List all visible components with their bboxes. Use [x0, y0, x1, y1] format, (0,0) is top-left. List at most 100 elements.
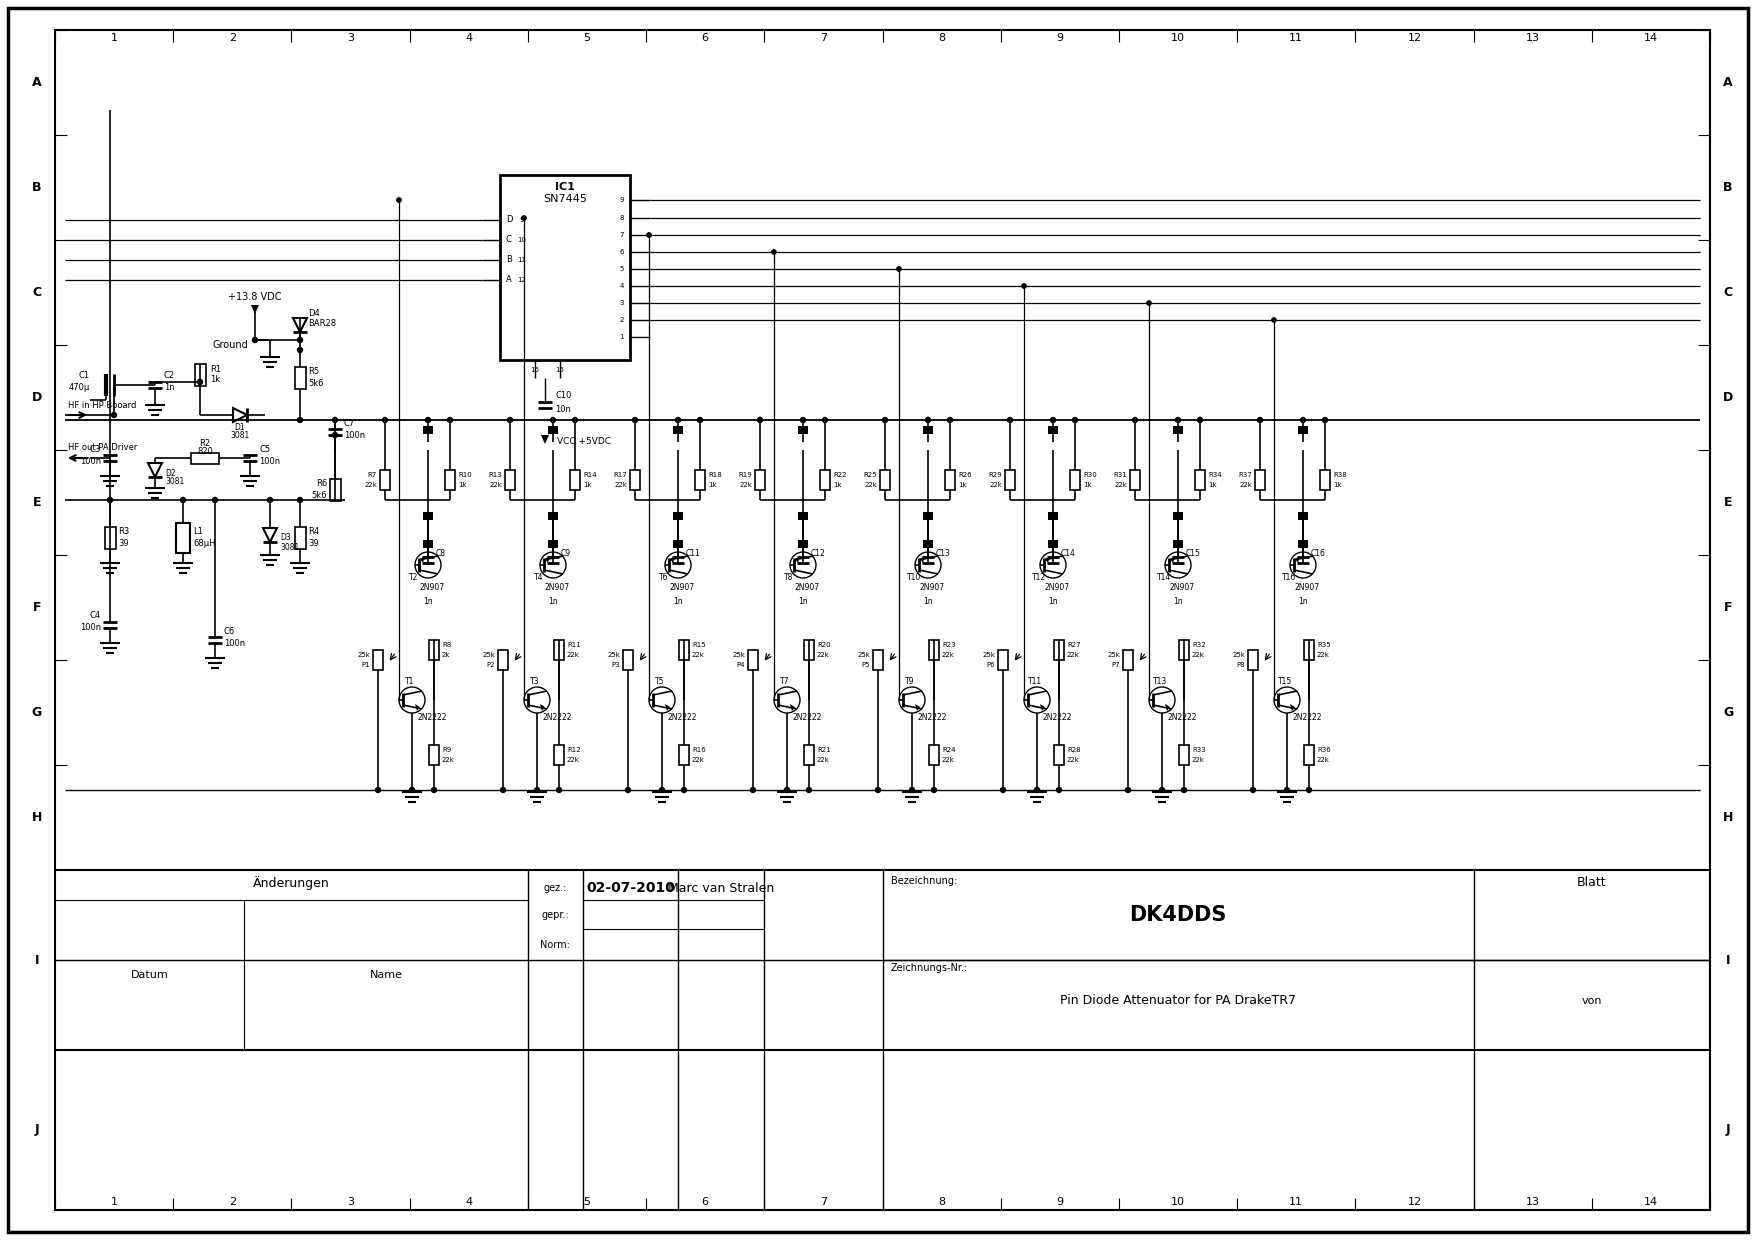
- Text: R35: R35: [1317, 642, 1331, 649]
- Circle shape: [1023, 284, 1026, 288]
- Circle shape: [800, 418, 805, 423]
- Bar: [881, 470, 889, 490]
- Text: 2N907: 2N907: [795, 584, 819, 593]
- Text: 22k: 22k: [1066, 652, 1080, 658]
- Text: 14: 14: [1643, 33, 1658, 43]
- Circle shape: [333, 418, 337, 423]
- Text: D: D: [32, 391, 42, 404]
- Text: 1n: 1n: [923, 598, 933, 606]
- Text: 1: 1: [111, 33, 118, 43]
- Bar: [1173, 512, 1182, 520]
- Text: 8: 8: [938, 33, 945, 43]
- Text: 22k: 22k: [817, 652, 830, 658]
- Text: 10n: 10n: [554, 404, 570, 413]
- Text: T11: T11: [1028, 677, 1042, 687]
- Text: 25k: 25k: [482, 652, 495, 658]
- Circle shape: [507, 418, 512, 423]
- Text: D1: D1: [235, 424, 246, 433]
- Circle shape: [1023, 284, 1026, 288]
- Text: 1k: 1k: [709, 482, 717, 489]
- Text: 5: 5: [584, 1197, 591, 1207]
- Circle shape: [698, 418, 703, 423]
- Circle shape: [1000, 787, 1005, 792]
- Bar: [423, 427, 433, 434]
- Polygon shape: [1294, 556, 1300, 563]
- Circle shape: [1035, 787, 1040, 792]
- Text: 3081: 3081: [165, 477, 184, 486]
- Polygon shape: [1289, 704, 1294, 711]
- Text: 39: 39: [118, 538, 128, 548]
- Text: C: C: [505, 236, 512, 244]
- Text: 8: 8: [619, 215, 624, 221]
- Polygon shape: [293, 317, 307, 332]
- Circle shape: [823, 418, 828, 423]
- Text: 1k: 1k: [1333, 482, 1342, 489]
- Circle shape: [647, 233, 651, 237]
- Text: R6: R6: [316, 480, 326, 489]
- Circle shape: [1007, 418, 1012, 423]
- Text: G: G: [32, 706, 42, 719]
- Text: D2: D2: [165, 469, 175, 477]
- Text: 12: 12: [517, 277, 526, 283]
- Circle shape: [772, 250, 775, 254]
- Text: 2k: 2k: [442, 652, 451, 658]
- Text: I: I: [1726, 954, 1729, 966]
- Bar: [679, 745, 689, 765]
- Circle shape: [556, 787, 561, 792]
- Text: R20: R20: [817, 642, 831, 649]
- Text: R9: R9: [442, 746, 451, 753]
- Bar: [1256, 470, 1265, 490]
- Text: Ground: Ground: [212, 340, 247, 350]
- Text: C12: C12: [810, 548, 826, 558]
- Polygon shape: [789, 704, 795, 711]
- Text: IC1: IC1: [554, 182, 575, 192]
- Text: 11: 11: [1289, 33, 1303, 43]
- Text: F: F: [33, 601, 42, 614]
- Text: 1n: 1n: [1173, 598, 1182, 606]
- Text: R7: R7: [368, 472, 377, 477]
- Text: R12: R12: [567, 746, 581, 753]
- Text: H: H: [32, 811, 42, 825]
- Text: R34: R34: [1209, 472, 1221, 477]
- Bar: [1047, 512, 1058, 520]
- Bar: [1054, 745, 1065, 765]
- Text: T16: T16: [1282, 573, 1296, 583]
- Text: T2: T2: [409, 573, 419, 583]
- Polygon shape: [921, 556, 924, 563]
- Text: P5: P5: [861, 662, 870, 668]
- Bar: [803, 745, 814, 765]
- Bar: [105, 527, 116, 549]
- Text: 22k: 22k: [693, 756, 705, 763]
- Circle shape: [1175, 418, 1180, 423]
- Text: J: J: [35, 1123, 39, 1137]
- Text: C5: C5: [260, 444, 270, 454]
- Text: 3081: 3081: [230, 432, 249, 440]
- Polygon shape: [795, 556, 800, 563]
- Text: 10: 10: [517, 237, 526, 243]
- Bar: [175, 523, 189, 553]
- Text: Pin Diode Attenuator for PA DrakeTR7: Pin Diode Attenuator for PA DrakeTR7: [1059, 994, 1296, 1007]
- Text: J: J: [1726, 1123, 1729, 1137]
- Text: B: B: [505, 255, 512, 264]
- Text: 1k: 1k: [458, 482, 467, 489]
- Text: 1n: 1n: [798, 598, 809, 606]
- Circle shape: [298, 418, 302, 423]
- Text: 6: 6: [619, 249, 624, 255]
- Bar: [873, 650, 882, 670]
- Text: Bezeichnung:: Bezeichnung:: [891, 875, 956, 887]
- Text: 1: 1: [619, 334, 624, 340]
- Text: 1k: 1k: [210, 376, 219, 384]
- Circle shape: [1258, 418, 1263, 423]
- Text: R28: R28: [1066, 746, 1080, 753]
- Text: T14: T14: [1158, 573, 1172, 583]
- Circle shape: [298, 347, 302, 352]
- Bar: [923, 427, 933, 434]
- Polygon shape: [540, 435, 549, 444]
- Circle shape: [896, 267, 902, 272]
- Text: T6: T6: [660, 573, 668, 583]
- Text: 7: 7: [819, 33, 826, 43]
- Bar: [674, 539, 682, 548]
- Circle shape: [375, 787, 381, 792]
- Text: 2N2222: 2N2222: [793, 713, 823, 723]
- Bar: [547, 539, 558, 548]
